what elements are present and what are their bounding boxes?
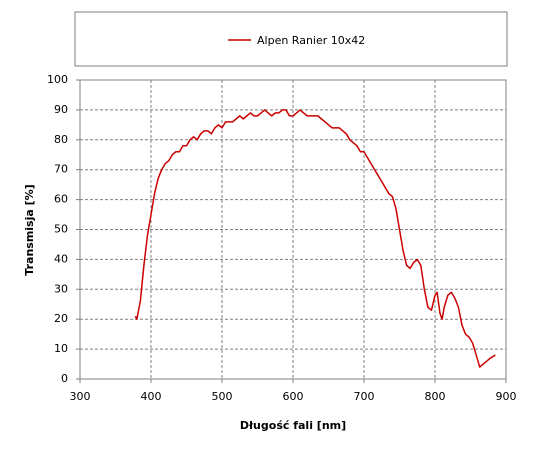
x-tick-label: 500 [212,390,233,403]
x-tick-label: 900 [496,390,517,403]
y-axis-label: Transmisja [%] [23,184,36,275]
x-tick-label: 600 [283,390,304,403]
x-tick-label: 800 [425,390,446,403]
y-tick-label: 100 [47,73,68,86]
y-tick-label: 0 [61,372,68,385]
y-tick-label: 60 [54,193,68,206]
data-line [134,109,496,368]
y-tick-label: 90 [54,103,68,116]
y-tick-label: 50 [54,223,68,236]
x-axis-label: Długość fali [nm] [240,419,346,432]
legend-label: Alpen Ranier 10x42 [257,34,365,47]
x-tick-label: 400 [141,390,162,403]
y-tick-label: 40 [54,252,68,265]
y-tick-label: 10 [54,342,68,355]
y-tick-label: 70 [54,163,68,176]
y-tick-label: 80 [54,133,68,146]
x-tick-label: 700 [354,390,375,403]
legend-box [74,11,508,67]
y-tick-label: 30 [54,282,68,295]
x-tick-label: 300 [70,390,91,403]
y-tick-label: 20 [54,312,68,325]
